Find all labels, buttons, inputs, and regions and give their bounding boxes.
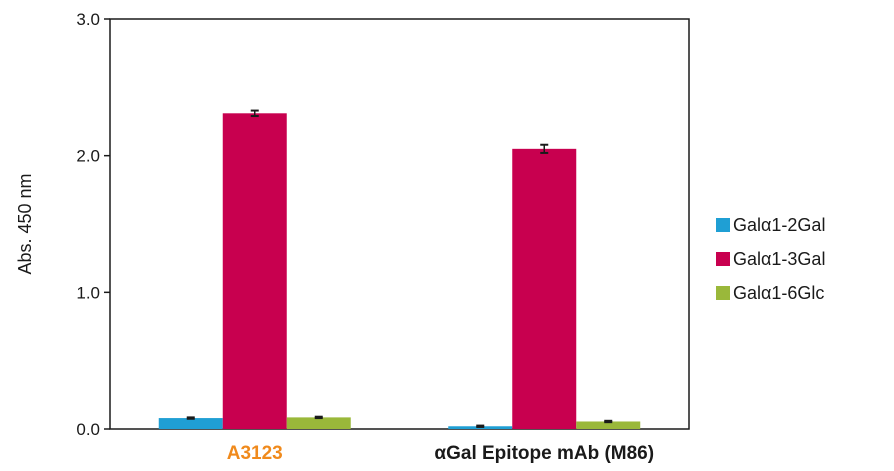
y-tick-label: 2.0 (76, 147, 100, 166)
y-tick-label: 0.0 (76, 420, 100, 439)
legend-label: Galα1-6Glc (733, 283, 824, 303)
bar (222, 113, 287, 430)
legend-swatch (716, 286, 730, 300)
bar (512, 148, 577, 430)
x-category-label: αGal Epitope mAb (M86) (434, 443, 654, 464)
legend-label: Galα1-2Gal (733, 215, 825, 235)
bar (158, 418, 223, 429)
bar-group (158, 109, 351, 430)
bar-groups (158, 109, 641, 430)
y-tick-label: 3.0 (76, 10, 100, 29)
legend: Galα1-2Gal Galα1-3Gal Galα1-6Glc (716, 215, 825, 303)
legend-swatch (716, 218, 730, 232)
bar (576, 421, 641, 429)
y-axis: 0.0 1.0 2.0 3.0 (76, 10, 110, 439)
x-category-label: A3123 (227, 443, 283, 464)
x-axis-categories: A3123 αGal Epitope mAb (M86) (227, 443, 654, 464)
legend-swatch (716, 252, 730, 266)
bar-group (448, 143, 641, 430)
y-axis-title: Abs. 450 nm (15, 173, 35, 274)
plot-area-frame (109, 18, 690, 430)
bar (286, 417, 351, 429)
legend-label: Galα1-3Gal (733, 249, 825, 269)
y-tick-label: 1.0 (76, 283, 100, 302)
